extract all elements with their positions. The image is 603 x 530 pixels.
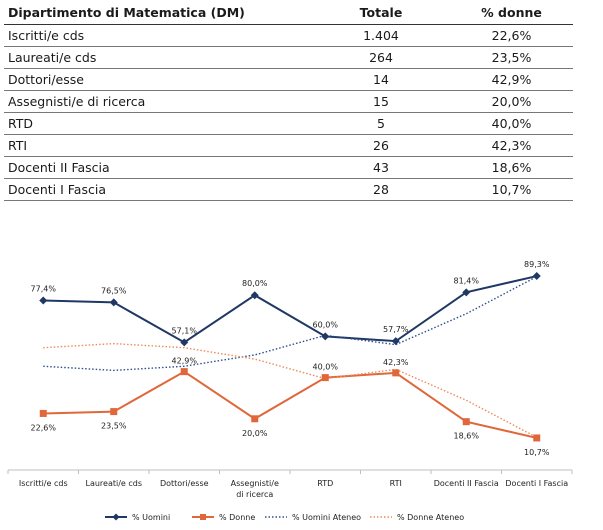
donne-point (533, 434, 541, 442)
legend-marker (200, 514, 206, 520)
table-row: RTD 5 40,0% (4, 113, 573, 135)
donne-point (39, 409, 47, 417)
series-line-1 (43, 370, 537, 439)
uomini-point (109, 298, 118, 307)
uomini-point (39, 296, 48, 305)
uomini-data-label: 77,4% (31, 285, 57, 294)
series-line-2 (43, 276, 538, 372)
line-chart: Iscritti/e cds Laureati/e cds Dottori/esse… (7, 260, 573, 522)
donne-point (462, 418, 470, 426)
donne-data-label: 20,0% (242, 429, 268, 438)
legend-marker (112, 513, 120, 521)
legend-label: % Uomini Ateneo (292, 513, 361, 522)
donne-point (392, 369, 400, 377)
donne-data-label: 23,5% (101, 422, 127, 431)
x-tick-label: Dottori/esse (160, 479, 209, 488)
uomini-data-label: 57,7% (383, 325, 409, 334)
cell-donne: 40,0% (491, 116, 532, 131)
legend-label: % Uomini (132, 513, 170, 522)
x-tick-label: Docenti II Fascia (434, 479, 499, 488)
cell-category: Docenti II Fascia (8, 160, 110, 175)
x-tick-label: Docenti I Fascia (505, 479, 568, 488)
series-line-0 (43, 275, 537, 344)
cell-totale: 28 (373, 182, 389, 197)
cell-donne: 20,0% (491, 94, 532, 109)
cell-totale: 43 (373, 160, 389, 175)
cell-totale: 26 (373, 138, 389, 153)
legend-label: % Donne (219, 513, 255, 522)
legend-label: % Donne Ateneo (397, 513, 464, 522)
uomini-data-label: 89,3% (524, 260, 550, 269)
cell-donne: 42,9% (491, 72, 532, 87)
cell-category: RTI (8, 138, 28, 153)
cell-donne: 10,7% (491, 182, 532, 197)
donne-point (251, 415, 259, 423)
cell-donne: 18,6% (491, 160, 532, 175)
cell-donne: 42,3% (491, 138, 532, 153)
table-row: RTI 26 42,3% (4, 135, 573, 157)
table-row: Iscritti/e cds 1.404 22,6% (4, 25, 573, 47)
cell-totale: 1.404 (363, 28, 399, 43)
cell-category: Laureati/e cds (8, 50, 97, 65)
header-donne: % donne (481, 5, 542, 20)
table-header-row: Dipartimento di Matematica (DM) Totale %… (4, 0, 573, 25)
cell-totale: 264 (369, 50, 393, 65)
series-line-3 (43, 342, 538, 438)
table-row: Laureati/e cds 264 23,5% (4, 47, 573, 69)
x-tick-label: Laureati/e cds (85, 479, 142, 488)
uomini-data-label: 57,1% (172, 326, 198, 335)
x-tick-label: Assegnisti/e di ricerca (231, 479, 279, 499)
header-totale: Totale (359, 5, 403, 20)
donne-data-label: 10,7% (524, 448, 550, 457)
table-row: Docenti II Fascia 43 18,6% (4, 157, 573, 179)
cell-category: Docenti I Fascia (8, 182, 106, 197)
uomini-point (321, 332, 330, 341)
cell-donne: 23,5% (491, 50, 532, 65)
uomini-point (532, 272, 541, 281)
donne-point (321, 374, 329, 382)
uomini-point (462, 288, 471, 297)
cell-category: RTD (8, 116, 34, 131)
x-tick-label: RTI (390, 479, 402, 488)
x-tick-label: Iscritti/e cds (19, 479, 68, 488)
table-row: Assegnisti/e di ricerca 15 20,0% (4, 91, 573, 113)
uomini-data-label: 76,5% (101, 286, 127, 295)
cell-totale: 14 (373, 72, 389, 87)
cell-category: Iscritti/e cds (8, 28, 85, 43)
x-tick-label: RTD (317, 479, 333, 488)
table-row: Dottori/esse 14 42,9% (4, 69, 573, 91)
donne-data-label: 42,9% (172, 357, 198, 366)
donne-data-label: 42,3% (383, 358, 409, 367)
uomini-point (250, 291, 259, 300)
table-row: Docenti I Fascia 28 10,7% (4, 179, 573, 201)
cell-category: Dottori/esse (8, 72, 84, 87)
uomini-data-label: 80,0% (242, 279, 268, 288)
header-department: Dipartimento di Matematica (DM) (8, 5, 245, 20)
cell-donne: 22,6% (491, 28, 532, 43)
uomini-point (391, 337, 400, 346)
donne-data-label: 22,6% (31, 423, 57, 432)
cell-totale: 15 (373, 94, 389, 109)
donne-data-label: 40,0% (313, 363, 339, 372)
uomini-point (180, 338, 189, 347)
cell-totale: 5 (377, 116, 385, 131)
cell-category: Assegnisti/e di ricerca (8, 94, 146, 109)
uomini-data-label: 81,4% (454, 276, 480, 285)
donne-point (110, 408, 118, 416)
data-table: Dipartimento di Matematica (DM) Totale %… (4, 0, 573, 201)
donne-data-label: 18,6% (454, 432, 480, 441)
uomini-data-label: 60,0% (313, 320, 339, 329)
donne-point (180, 368, 188, 376)
